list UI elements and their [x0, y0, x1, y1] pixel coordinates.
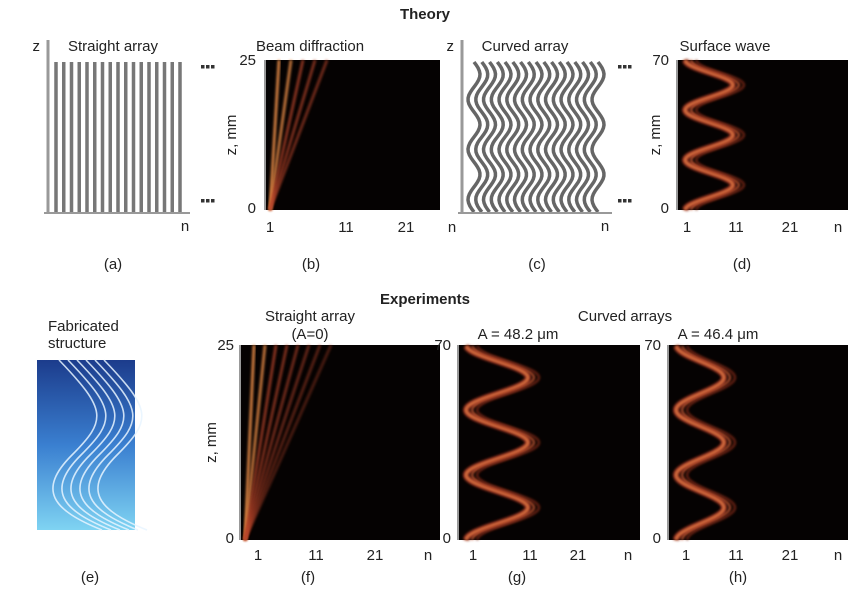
x-tick-label: 1 — [469, 547, 477, 564]
section-title: Theory — [400, 6, 451, 23]
x-tick-label: 1 — [266, 219, 274, 236]
axis-label: z — [33, 38, 41, 55]
panel-title: Beam diffraction — [256, 38, 364, 55]
section-title: Experiments — [380, 291, 470, 308]
panel-caption: (d) — [733, 256, 751, 273]
y-tick-label: 0 — [226, 530, 234, 547]
x-tick-label: 21 — [570, 547, 587, 564]
axis-label: n — [181, 218, 189, 235]
y-axis-label: z, mm — [647, 115, 664, 156]
x-tick-label: 11 — [308, 547, 324, 564]
panel-title: structure — [48, 335, 106, 352]
x-tick-label: n — [424, 547, 432, 564]
panel-title: Fabricated — [48, 318, 119, 335]
ellipsis-dot — [623, 65, 627, 69]
y-tick-label: 70 — [652, 52, 669, 69]
y-tick-label: 70 — [644, 337, 661, 354]
panel-caption: (f) — [301, 569, 315, 586]
panel-title: Curved array — [482, 38, 569, 55]
intensity-map — [458, 345, 640, 540]
panel-caption: (c) — [528, 256, 546, 273]
x-tick-label: 11 — [522, 547, 538, 564]
x-tick-label: 1 — [683, 219, 691, 236]
ellipsis-dot — [618, 199, 622, 203]
ellipsis-dot — [201, 65, 205, 69]
ellipsis-dot — [206, 65, 210, 69]
panel-caption: (h) — [729, 569, 747, 586]
x-tick-label: n — [834, 547, 842, 564]
x-tick-label: 1 — [682, 547, 690, 564]
x-tick-label: 11 — [728, 219, 744, 236]
ellipsis-dot — [211, 199, 215, 203]
panel-caption: (e) — [81, 569, 99, 586]
ellipsis-dot — [206, 199, 210, 203]
x-tick-label: 11 — [338, 219, 354, 236]
axis-label: n — [601, 218, 609, 235]
panel-title: A = 46.4 μm — [678, 326, 759, 343]
x-tick-label: 21 — [782, 547, 799, 564]
panel-title: Surface wave — [680, 38, 771, 55]
y-tick-label: 0 — [653, 530, 661, 547]
group-title: Curved arrays — [578, 308, 672, 325]
y-tick-label: 70 — [434, 337, 451, 354]
x-tick-label: 21 — [782, 219, 799, 236]
axis-label: z — [447, 38, 455, 55]
panel-caption: (b) — [302, 256, 320, 273]
panel-title: A = 48.2 μm — [478, 326, 559, 343]
x-tick-label: 1 — [254, 547, 262, 564]
ellipsis-dot — [623, 199, 627, 203]
panel-caption: (g) — [508, 569, 526, 586]
panel-title: (A=0) — [291, 326, 328, 343]
x-tick-label: 11 — [728, 547, 744, 564]
x-tick-label: 21 — [398, 219, 415, 236]
intensity-map — [677, 60, 848, 210]
ellipsis-dot — [211, 65, 215, 69]
x-tick-label: 21 — [367, 547, 384, 564]
y-tick-label: 25 — [239, 52, 256, 69]
ellipsis-dot — [628, 65, 632, 69]
panel-title: Straight array — [68, 38, 159, 55]
ellipsis-dot — [201, 199, 205, 203]
x-tick-label: n — [834, 219, 842, 236]
intensity-map — [240, 345, 440, 540]
panel-title: Straight array — [265, 308, 356, 325]
y-tick-label: 0 — [661, 200, 669, 217]
panel-caption: (a) — [104, 256, 122, 273]
y-tick-label: 25 — [217, 337, 234, 354]
y-tick-label: 0 — [443, 530, 451, 547]
x-tick-label: n — [448, 219, 456, 236]
figure: Theory Experiments Curved arrays Straigh… — [0, 0, 851, 592]
intensity-map — [668, 345, 848, 540]
y-axis-label: z, mm — [203, 422, 220, 463]
ellipsis-dot — [628, 199, 632, 203]
y-axis-label: z, mm — [223, 115, 240, 156]
x-tick-label: n — [624, 547, 632, 564]
ellipsis-dot — [618, 65, 622, 69]
y-tick-label: 0 — [248, 200, 256, 217]
